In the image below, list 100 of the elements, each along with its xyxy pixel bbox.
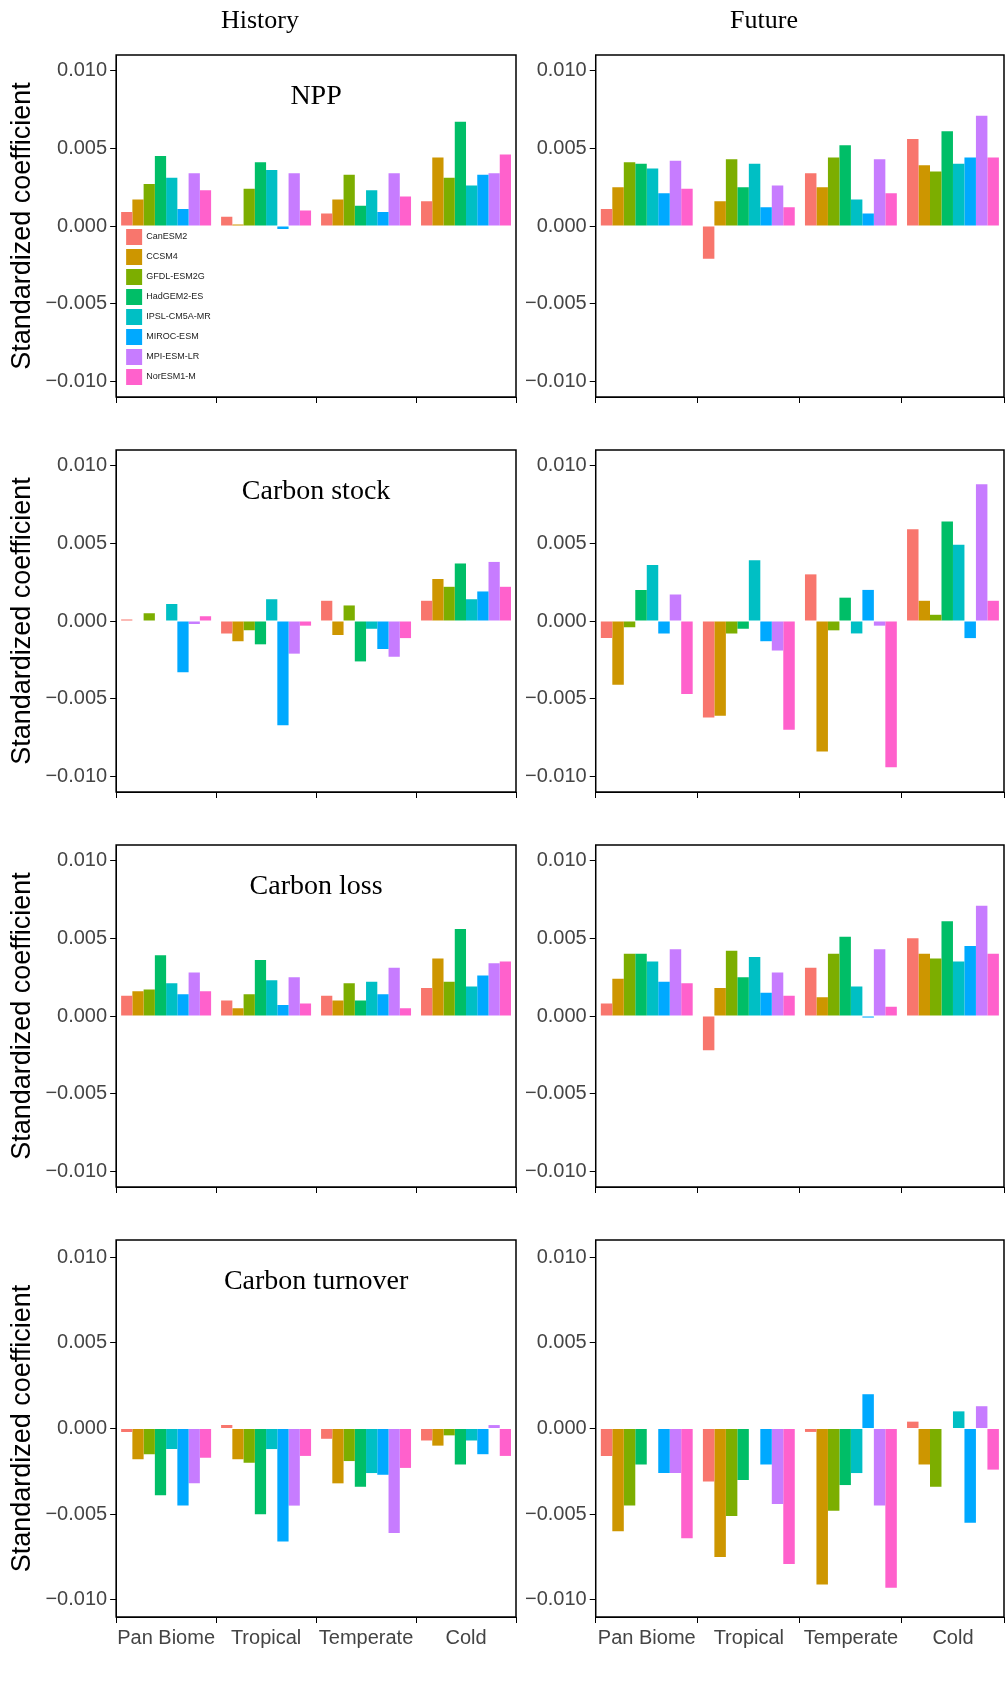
legend-label: IPSL-CM5A-MR: [146, 311, 212, 322]
y-tick-label: −0.005: [524, 1081, 587, 1104]
bar: [421, 600, 433, 621]
y-axis-title: Standardized coefficient: [5, 1284, 36, 1573]
bar: [288, 621, 300, 654]
bar: [254, 162, 267, 226]
bar: [839, 1429, 851, 1486]
bar: [354, 1000, 367, 1016]
y-tick-label: 0.000: [536, 213, 587, 236]
bar: [941, 131, 953, 226]
bar: [725, 950, 738, 1016]
bar: [816, 187, 828, 226]
bar: [154, 156, 167, 226]
bar: [388, 967, 400, 1016]
bar: [862, 589, 874, 621]
bar: [354, 621, 367, 662]
bar: [885, 1006, 897, 1016]
y-axis-title: Standardized coefficient: [5, 81, 36, 370]
bar: [143, 989, 155, 1016]
bar: [681, 188, 693, 226]
bar: [862, 1394, 874, 1428]
y-tick-label: 0.000: [536, 608, 587, 631]
bar: [702, 1016, 715, 1051]
bar: [399, 196, 412, 226]
bar: [975, 905, 988, 1016]
bar: [816, 997, 828, 1016]
bar: [748, 560, 761, 621]
bar: [443, 177, 455, 226]
bar: [885, 1429, 897, 1588]
bar: [254, 960, 267, 1016]
bar: [266, 170, 278, 226]
bar: [388, 621, 400, 657]
y-tick-label: 0.005: [536, 1330, 587, 1353]
bar: [804, 574, 817, 621]
bar: [850, 1429, 863, 1474]
bar: [454, 928, 467, 1016]
bar: [377, 621, 389, 649]
bar: [873, 949, 886, 1016]
bar: [930, 614, 942, 621]
bar: [862, 213, 874, 226]
bar: [477, 591, 489, 621]
legend-label: CCSM4: [146, 251, 178, 262]
bar: [299, 210, 312, 226]
y-tick-label: 0.010: [57, 1244, 108, 1267]
bar: [432, 958, 444, 1016]
bar: [199, 616, 212, 621]
bar: [366, 190, 378, 226]
bar: [635, 1429, 647, 1465]
bar: [975, 115, 988, 226]
bar: [783, 621, 795, 730]
bar: [600, 1429, 613, 1456]
bar: [377, 994, 389, 1016]
bar: [488, 561, 500, 621]
bar: [332, 1000, 344, 1016]
y-tick-label: 0.010: [536, 848, 587, 871]
bar: [669, 160, 682, 226]
y-tick-label: −0.010: [45, 763, 108, 786]
bar: [850, 986, 863, 1016]
bar: [623, 953, 636, 1016]
bar: [827, 157, 840, 226]
bar: [477, 975, 489, 1016]
bar: [725, 159, 738, 226]
bar: [635, 163, 647, 226]
bar: [669, 594, 682, 621]
bar: [166, 603, 178, 621]
bar: [432, 579, 444, 621]
y-tick-label: 0.005: [536, 135, 587, 158]
bar: [132, 199, 144, 226]
y-tick-label: 0.005: [536, 925, 587, 948]
bar: [612, 978, 624, 1016]
chart-subtitle: History: [220, 4, 300, 36]
x-tick-label: Pan Biome: [117, 1625, 216, 1648]
text: Carbon stock: [241, 474, 391, 506]
bar: [343, 605, 355, 621]
y-tick-label: −0.005: [524, 291, 587, 314]
bar: [816, 1429, 828, 1585]
bar: [243, 188, 255, 226]
bar: [714, 201, 726, 226]
bar: [975, 1406, 988, 1428]
text: Carbon turnover: [223, 1264, 409, 1296]
bar: [623, 1429, 636, 1506]
y-axis-title: Standardized coefficient: [5, 871, 36, 1160]
bar: [850, 199, 863, 226]
bar: [771, 621, 784, 651]
bar: [399, 1008, 412, 1016]
bar: [221, 621, 233, 634]
bar: [839, 936, 851, 1016]
bar: [177, 994, 189, 1016]
bar: [454, 563, 467, 621]
y-tick-label: 0.010: [536, 453, 587, 476]
bar: [366, 981, 378, 1016]
bar: [839, 145, 851, 226]
bar: [681, 1429, 693, 1539]
bar: [964, 621, 976, 639]
bar: [827, 1429, 840, 1511]
bar: [443, 586, 455, 621]
bar: [975, 484, 988, 621]
bar: [987, 953, 999, 1016]
y-tick-label: 0.005: [57, 135, 108, 158]
y-tick-label: 0.000: [57, 1416, 108, 1439]
